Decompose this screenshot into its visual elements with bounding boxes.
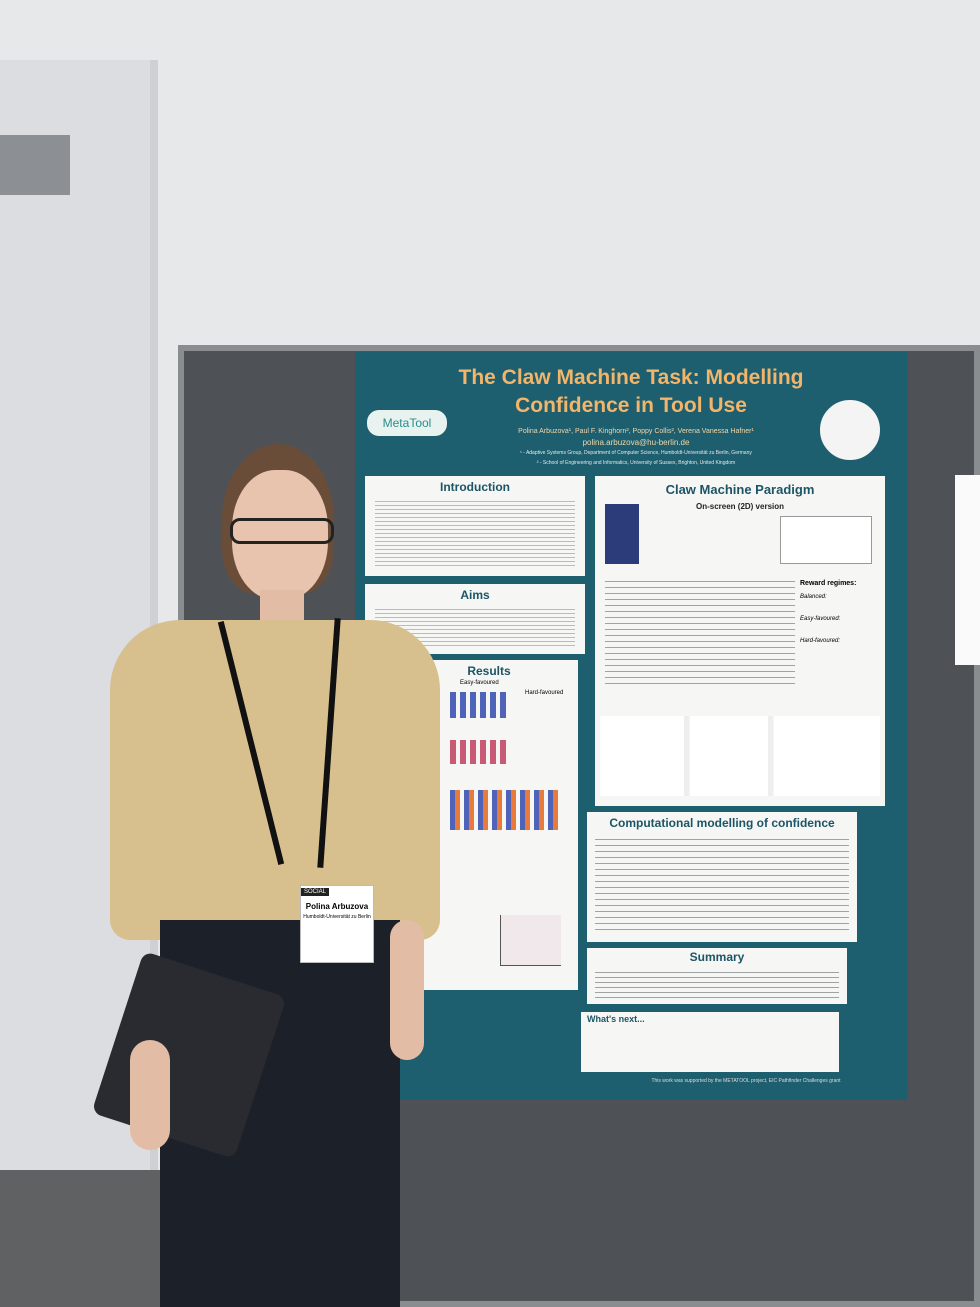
bar-plots <box>450 790 560 830</box>
regime-label: Balanced: <box>800 594 827 600</box>
badge-name: Polina Arbuzova <box>305 902 369 911</box>
heading: Summary <box>689 950 745 964</box>
subheading: On-screen (2D) version <box>695 502 785 511</box>
summary-box: Summary <box>587 948 847 1004</box>
person: SOCIAL Polina Arbuzova Humboldt-Universi… <box>91 440 440 1307</box>
text-block <box>595 968 839 1000</box>
intro-box: Introduction <box>365 476 585 576</box>
distribution-plot <box>780 516 872 564</box>
badge-affiliation: Humboldt-Universität zu Berlin <box>303 914 371 920</box>
modelling-box: Computational modelling of confidence <box>587 812 857 942</box>
shirt <box>110 620 440 940</box>
heading: Introduction <box>440 480 510 494</box>
arm <box>390 920 424 1060</box>
email: polina.arbuzova@hu-berlin.de <box>582 438 690 447</box>
glasses <box>230 518 334 544</box>
paradigm-box: Claw Machine Paradigm On-screen (2D) ver… <box>595 476 885 806</box>
text-block <box>595 834 849 934</box>
heading: Claw Machine Paradigm <box>665 482 815 497</box>
next-box: What's next... <box>581 1012 839 1072</box>
panel-label: Easy-favoured <box>460 680 499 686</box>
arm <box>130 1040 170 1150</box>
poster-title: The Claw Machine Task: Modelling <box>458 366 804 389</box>
authors: Polina Arbuzova¹, Paul F. Kinghorn², Pop… <box>518 428 754 435</box>
badge-label: SOCIAL <box>301 888 330 896</box>
heading: What's next... <box>587 1014 645 1024</box>
door-closer <box>0 135 70 195</box>
heading: Aims <box>460 588 490 602</box>
text-block <box>605 576 795 686</box>
regime-label: Easy-favoured: <box>800 616 841 622</box>
door-frame <box>0 60 158 1180</box>
trial-flow <box>600 716 880 796</box>
scatter-plot <box>500 915 561 966</box>
funding: This work was supported by the METATOOL … <box>651 1078 841 1084</box>
claw-machine <box>605 504 639 564</box>
bar-plots <box>450 740 510 764</box>
university-seal <box>818 398 882 462</box>
logo: MetaTool <box>367 410 447 436</box>
side-paper <box>955 475 980 665</box>
poster: The Claw Machine Task: Modelling Confide… <box>355 352 907 1100</box>
regime-label: Hard-favoured: <box>800 638 841 644</box>
face <box>232 470 328 600</box>
aims-box: Aims <box>365 584 585 654</box>
panel-label: Hard-favoured <box>525 690 564 696</box>
text-block <box>375 498 575 568</box>
badge: SOCIAL Polina Arbuzova Humboldt-Universi… <box>300 885 374 963</box>
affiliation: ² - School of Engineering and Informatic… <box>536 460 736 466</box>
heading: Computational modelling of confidence <box>609 816 835 830</box>
bar-plots <box>450 692 510 718</box>
heading: Results <box>467 664 511 678</box>
affiliation: ¹ - Adaptive Systems Group, Department o… <box>520 450 752 456</box>
poster-title: Confidence in Tool Use <box>515 394 747 417</box>
regime-label: Reward regimes: <box>800 580 857 587</box>
